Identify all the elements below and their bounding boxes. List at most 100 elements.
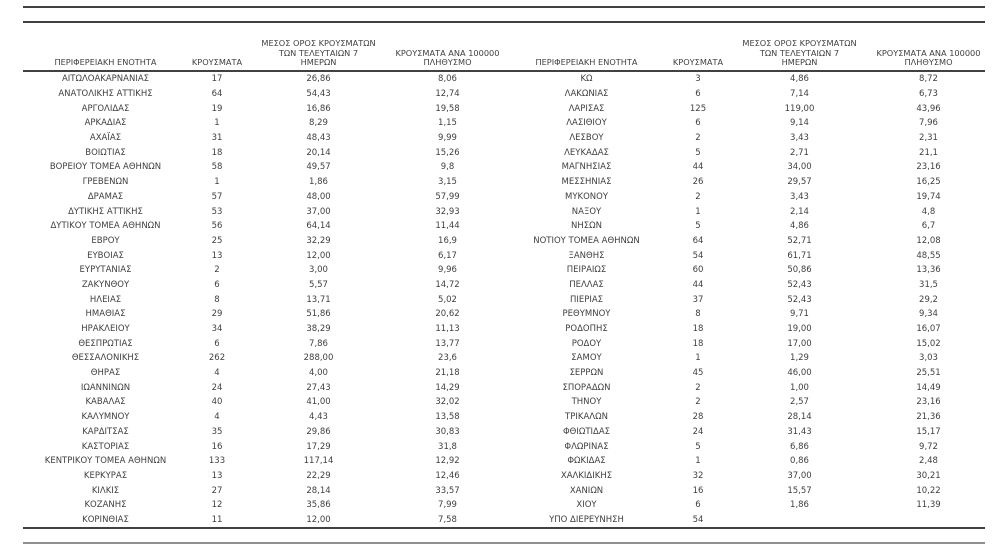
avg7-cell: 32,29: [306, 235, 331, 246]
region-cell: ΚΕΡΚΥΡΑΣ: [83, 470, 128, 481]
region-cell: ΠΙΕΡΙΑΣ: [569, 294, 604, 305]
table-row: ΔΥΤΙΚΟΥ ΤΟΜΕΑ ΑΘΗΝΩΝ 56 64,14 11,44: [23, 219, 504, 234]
table-row: ΦΩΚΙΔΑΣ 1 0,86 2,48: [504, 454, 985, 469]
table-row: ΤΡΙΚΑΛΩΝ 28 28,14 21,36: [504, 410, 985, 425]
avg7-cell: 3,43: [790, 133, 809, 144]
cases-cell: 25: [211, 235, 223, 246]
table-row: ΤΗΝΟΥ 2 2,57 23,16: [504, 395, 985, 410]
avg7-cell: 4,43: [309, 412, 328, 423]
avg7-cell: 15,57: [787, 485, 812, 496]
avg7-cell: 52,43: [787, 294, 812, 305]
table-row: ΧΙΟΥ 6 1,86 11,39: [504, 498, 985, 513]
per100k-cell: 13,36: [916, 265, 941, 276]
table-row: ΝΟΤΙΟΥ ΤΟΜΕΑ ΑΘΗΝΩΝ 64 52,71 12,08: [504, 234, 985, 249]
cases-cell: 53: [211, 206, 223, 217]
per100k-cell: 30,21: [916, 470, 941, 481]
table-row: ΚΑΡΔΙΤΣΑΣ 35 29,86 30,83: [23, 425, 504, 440]
per100k-cell: 12,08: [916, 235, 941, 246]
avg7-cell: 1,86: [790, 500, 809, 511]
region-cell: ΤΡΙΚΑΛΩΝ: [565, 412, 608, 423]
regional-cases-table-right: ΠΕΡΙΦΕΡΕΙΑΚΗ ΕΝΟΤΗΤΑ ΚΡΟΥΣΜΑΤΑ ΜΕΣΟΣ ΟΡΟ…: [504, 28, 985, 530]
per100k-cell: 30,83: [435, 426, 460, 437]
cases-cell: 18: [692, 324, 704, 335]
per100k-cell: 19,58: [435, 103, 460, 114]
cases-cell: 1: [695, 456, 701, 467]
table-row: ΕΥΒΟΙΑΣ 13 12,00 6,17: [23, 248, 504, 263]
region-cell: ΛΕΣΒΟΥ: [569, 133, 604, 144]
per100k-column-header: ΚΡΟΥΣΜΑΤΑ ΑΝΑ 100000 ΠΛΗΘΥΣΜΟ: [872, 28, 985, 72]
per100k-cell: 12,46: [435, 470, 460, 481]
per100k-cell: 20,62: [435, 309, 460, 320]
avg7-cell: 12,00: [306, 250, 331, 261]
cases-cell: 44: [692, 162, 704, 173]
avg7-cell: 2,57: [790, 397, 809, 408]
per100k-cell: 23,6: [438, 353, 457, 364]
avg7-cell: 117,14: [303, 456, 334, 467]
avg7-column-header: ΜΕΣΟΣ ΟΡΟΣ ΚΡΟΥΣΜΑΤΩΝ ΤΩΝ ΤΕΛΕΥΤΑΙΩΝ 7 Η…: [246, 28, 391, 72]
header-label: ΠΕΡΙΦΕΡΕΙΑΚΗ ΕΝΟΤΗΤΑ: [54, 57, 157, 68]
region-cell: ΚΑΒΑΛΑΣ: [85, 397, 126, 408]
avg7-cell: 48,43: [306, 133, 331, 144]
region-cell: ΝΟΤΙΟΥ ΤΟΜΕΑ ΑΘΗΝΩΝ: [533, 235, 640, 246]
cases-cell: 27: [211, 485, 223, 496]
header-label: ΗΜΕΡΩΝ: [300, 57, 337, 68]
cases-cell: 2: [214, 265, 220, 276]
region-cell: ΚΑΡΔΙΤΣΑΣ: [82, 426, 129, 437]
cases-cell: 1: [214, 118, 220, 129]
region-cell: ΧΙΟΥ: [576, 500, 597, 511]
avg7-cell: 29,57: [787, 177, 812, 188]
per100k-cell: 9,8: [440, 162, 455, 173]
region-cell: ΣΑΜΟΥ: [571, 353, 602, 364]
per100k-cell: 11,44: [435, 221, 460, 232]
table-row: ΠΕΙΡΑΙΩΣ 60 50,86 13,36: [504, 263, 985, 278]
region-cell: ΧΑΛΚΙΔΙΚΗΣ: [560, 470, 613, 481]
region-cell: ΚΟΖΑΝΗΣ: [84, 500, 127, 511]
avg7-cell: 37,00: [787, 470, 812, 481]
avg7-cell: 2,71: [790, 147, 809, 158]
table-top-border-line: [23, 21, 985, 23]
region-cell: ΛΑΚΩΝΙΑΣ: [564, 89, 609, 100]
cases-cell: 56: [211, 221, 223, 232]
table-row: ΡΕΘΥΜΝΟΥ 8 9,71 9,34: [504, 307, 985, 322]
table-row: ΚΑΣΤΟΡΙΑΣ 16 17,29 31,8: [23, 439, 504, 454]
table-header-right: ΠΕΡΙΦΕΡΕΙΑΚΗ ΕΝΟΤΗΤΑ ΚΡΟΥΣΜΑΤΑ ΜΕΣΟΣ ΟΡΟ…: [504, 28, 985, 72]
region-cell: ΚΩ: [580, 74, 593, 85]
per100k-cell: 3,03: [919, 353, 938, 364]
region-cell: ΙΩΑΝΝΙΝΩΝ: [80, 382, 131, 393]
header-label: ΠΛΗΘΥΣΜΟ: [904, 57, 953, 68]
cases-cell: 1: [695, 206, 701, 217]
region-cell: ΦΛΩΡΙΝΑΣ: [564, 441, 609, 452]
cases-cell: 13: [211, 470, 223, 481]
avg7-cell: 6,86: [790, 441, 809, 452]
per100k-cell: 15,02: [916, 338, 941, 349]
region-cell: ΘΕΣΣΑΛΟΝΙΚΗΣ: [71, 353, 140, 364]
region-cell: ΧΑΝΙΩΝ: [569, 485, 604, 496]
header-label: ΤΩΝ ΤΕΛΕΥΤΑΙΩΝ 7: [759, 47, 840, 58]
table-row: ΣΕΡΡΩΝ 45 46,00 25,51: [504, 366, 985, 381]
cases-cell: 18: [692, 338, 704, 349]
cases-cell: 6: [695, 118, 701, 129]
cases-cell: 35: [211, 426, 223, 437]
table-row: ΛΑΡΙΣΑΣ 125 119,00 43,96: [504, 101, 985, 116]
cases-cell: 26: [692, 177, 704, 188]
header-label: ΗΜΕΡΩΝ: [781, 57, 818, 68]
region-cell: ΗΛΕΙΑΣ: [89, 294, 122, 305]
table-row: ΜΕΣΣΗΝΙΑΣ 26 29,57 16,25: [504, 175, 985, 190]
per100k-cell: 57,99: [435, 191, 460, 202]
cases-cell: 2: [695, 133, 701, 144]
cases-cell: 12: [211, 500, 223, 511]
region-cell: ΚΑΣΤΟΡΙΑΣ: [81, 441, 130, 452]
header-label: ΤΩΝ ΤΕΛΕΥΤΑΙΩΝ 7: [278, 47, 359, 58]
header-label: ΚΡΟΥΣΜΑΤΑ: [672, 57, 724, 68]
region-cell: ΔΡΑΜΑΣ: [87, 191, 124, 202]
cases-cell: 29: [211, 309, 223, 320]
region-cell: ΑΡΚΑΔΙΑΣ: [84, 118, 127, 129]
region-cell: ΔΥΤΙΚΗΣ ΑΤΤΙΚΗΣ: [68, 206, 143, 217]
region-cell: ΞΑΝΘΗΣ: [568, 250, 605, 261]
per100k-cell: 4,8: [921, 206, 936, 217]
avg7-cell: 288,00: [303, 353, 334, 364]
per100k-cell: 3,15: [438, 177, 457, 188]
cases-cell: 13: [211, 250, 223, 261]
region-cell: ΦΩΚΙΔΑΣ: [567, 456, 606, 467]
cases-cell: 57: [211, 191, 223, 202]
